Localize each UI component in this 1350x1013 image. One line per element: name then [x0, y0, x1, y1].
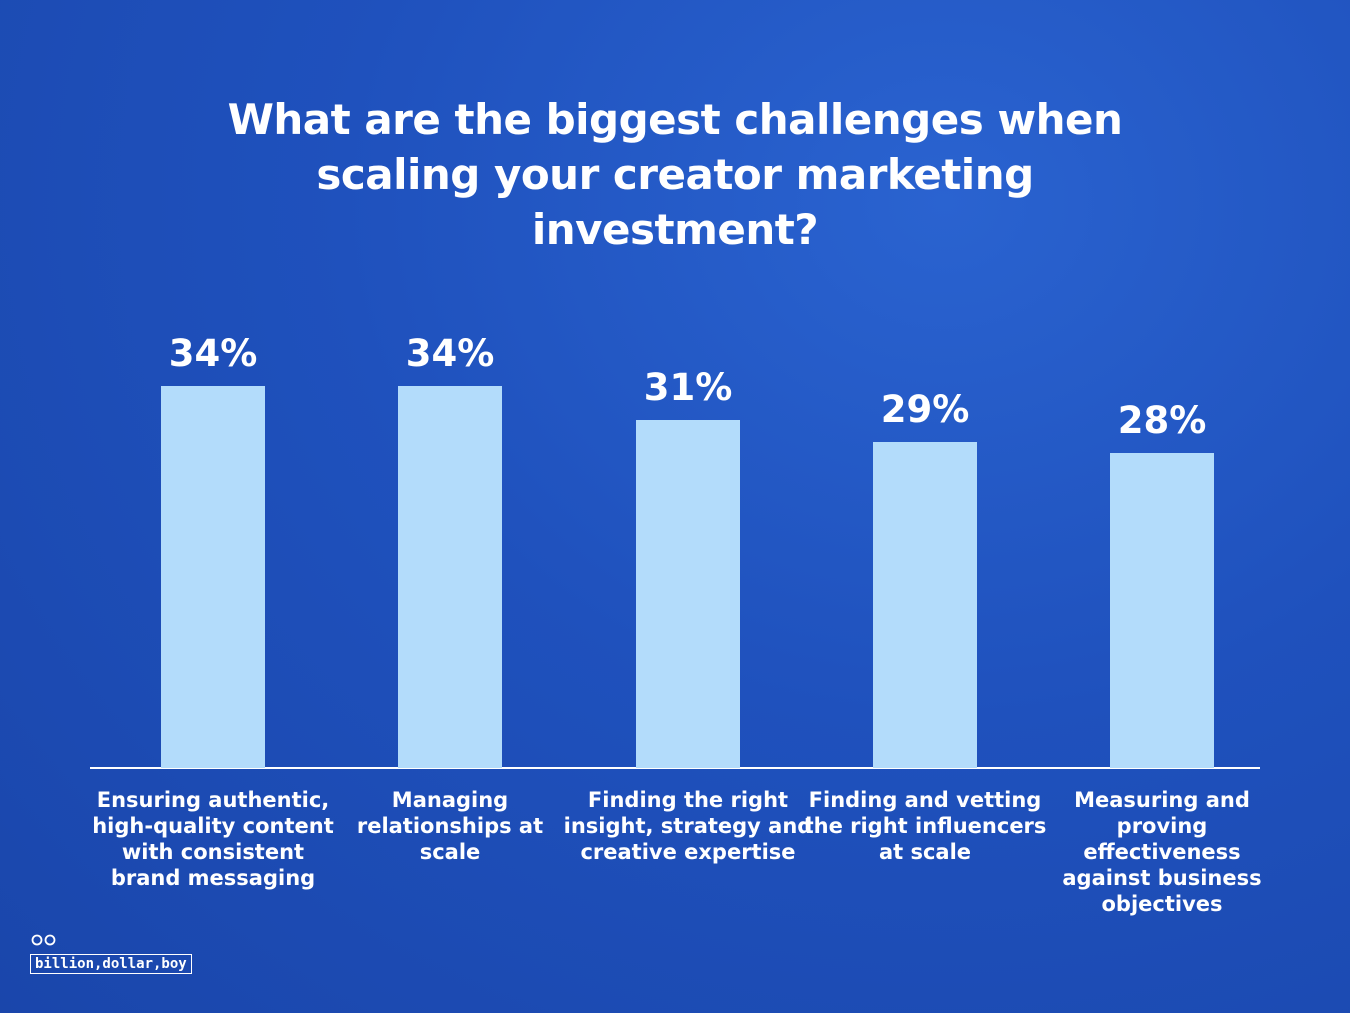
bar	[398, 386, 502, 768]
bar	[873, 442, 977, 768]
x-tick-label: Finding and vetting the right influencer…	[803, 788, 1047, 864]
bar	[636, 419, 740, 768]
chart-title: What are the biggest challenges when sca…	[227, 95, 1123, 254]
bar	[161, 386, 265, 768]
baseline	[90, 767, 1260, 769]
brand-logo: billion,dollar,boy	[30, 954, 192, 974]
value-label: 29%	[880, 388, 970, 432]
logo-icon	[31, 934, 56, 946]
value-label: 28%	[1117, 399, 1207, 443]
x-tick-label: Finding the right insight, strategy and …	[563, 788, 813, 864]
x-tick-label: Ensuring authentic, high-quality content…	[92, 788, 334, 890]
value-label: 34%	[168, 332, 258, 375]
x-tick-label: Measuring and proving effectiveness agai…	[1062, 788, 1262, 916]
value-label: 34%	[405, 332, 495, 375]
x-tick-label: Managing relationships at scale	[356, 788, 544, 864]
bar	[1110, 453, 1214, 768]
value-label: 31%	[643, 365, 733, 409]
